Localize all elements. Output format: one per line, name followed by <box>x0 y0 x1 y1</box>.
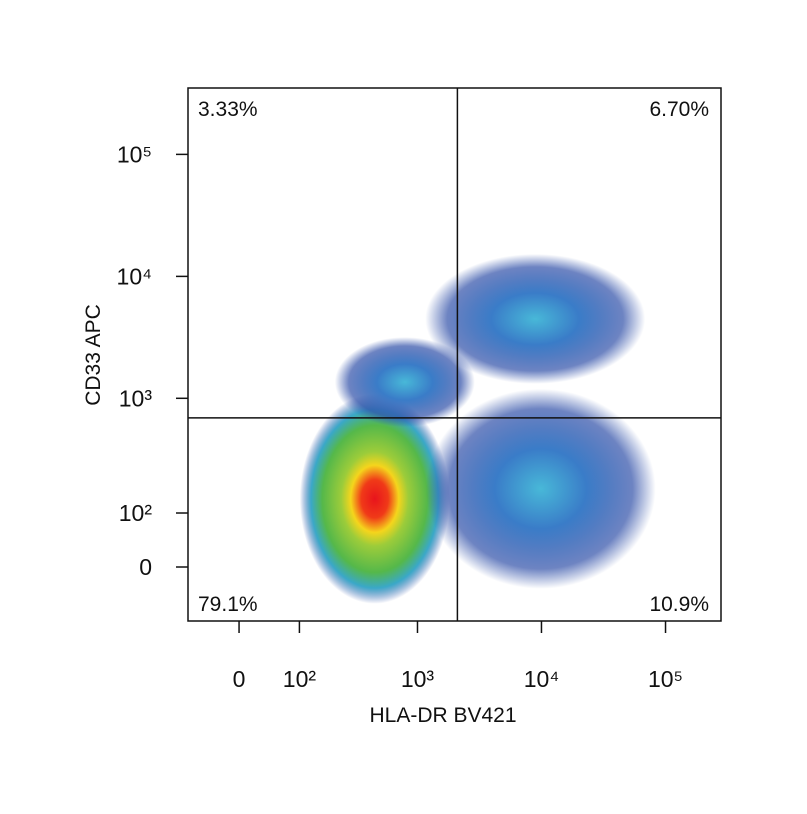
density-layer <box>299 253 656 604</box>
quadrant-percent: 79.1% <box>198 593 258 616</box>
quadrant-percent: 6.70% <box>649 98 709 121</box>
population <box>425 388 656 589</box>
x-tick-label: 10³ <box>401 666 435 692</box>
quadrant-percent: 3.33% <box>198 98 258 121</box>
y-tick-label: 10³ <box>119 385 153 411</box>
x-tick-label: 10² <box>283 666 317 692</box>
x-tick-label: 10⁴ <box>524 666 559 692</box>
population <box>334 337 475 428</box>
population <box>425 253 646 384</box>
y-axis-label: CD33 APC <box>82 304 105 406</box>
plot-frame <box>187 87 722 622</box>
x-tick-label: 0 <box>233 666 246 692</box>
y-tick-label: 10⁴ <box>117 263 152 289</box>
x-axis-label: HLA-DR BV421 <box>369 704 516 727</box>
y-tick-label: 10² <box>119 500 153 526</box>
x-tick-label: 10⁵ <box>648 666 683 692</box>
y-tick-label: 0 <box>139 554 152 580</box>
population <box>299 393 450 604</box>
quadrant-percent: 10.9% <box>649 593 709 616</box>
y-tick-label: 10⁵ <box>117 141 152 167</box>
